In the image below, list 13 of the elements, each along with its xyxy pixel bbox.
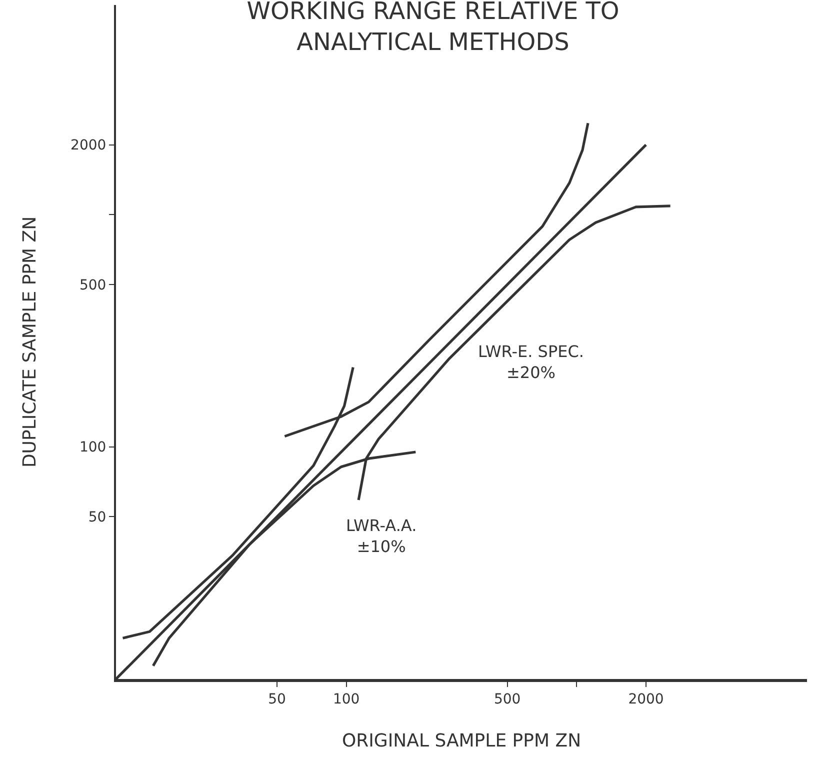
x-tick-label: 100 bbox=[332, 692, 360, 708]
chart-title: WORKING RANGE RELATIVE TO ANALYTICAL METHODS bbox=[246, 0, 620, 56]
y-tick-label: 100 bbox=[79, 440, 106, 456]
x-tick-label: 2000 bbox=[628, 692, 664, 708]
annotation: LWR-E. SPEC. ±20% bbox=[478, 342, 584, 382]
y-tick-label: 500 bbox=[79, 277, 106, 294]
x-tick-label: 500 bbox=[494, 692, 521, 708]
y-axis-title: DUPLICATE SAMPLE PPM ZN bbox=[19, 216, 40, 468]
x-tick-label: 50 bbox=[268, 692, 286, 708]
y-tick-label: 2000 bbox=[70, 138, 106, 154]
y-tick-label: 50 bbox=[88, 510, 106, 526]
x-axis-title: ORIGINAL SAMPLE PPM ZN bbox=[342, 730, 582, 752]
annotation: LWR-A.A. ±10% bbox=[346, 516, 417, 556]
